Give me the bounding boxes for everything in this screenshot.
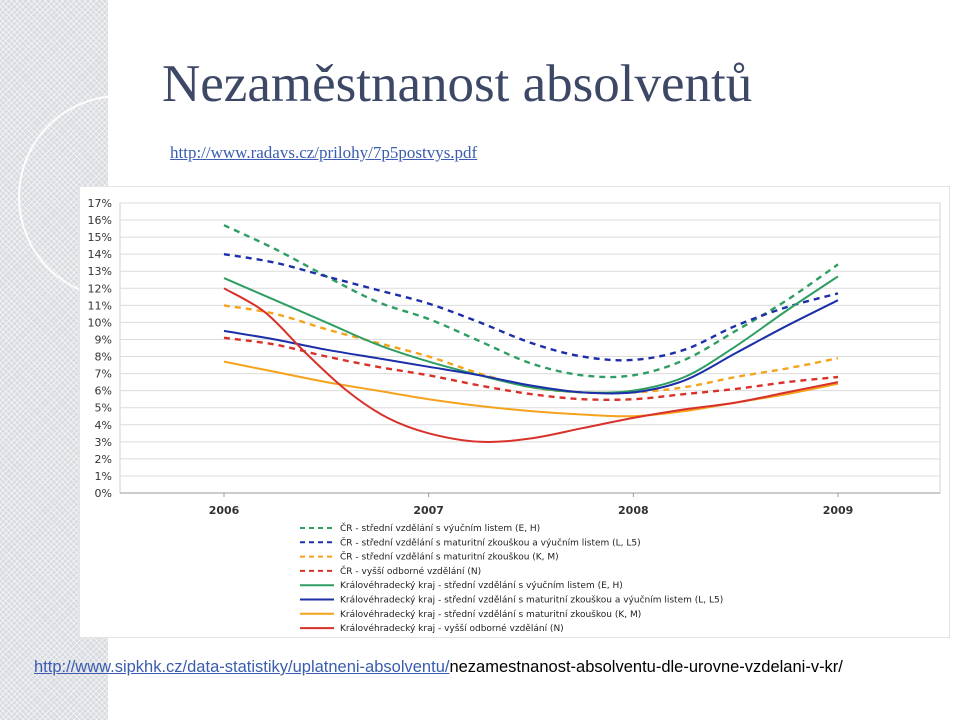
- y-tick-label: 14%: [88, 248, 112, 261]
- x-tick-label: 2009: [823, 504, 854, 517]
- legend-label-7: Královéhradecký kraj - střední vzdělání …: [340, 609, 641, 620]
- footer-text: nezamestnanost-absolventu-dle-urovne-vzd…: [449, 658, 843, 676]
- footer-source: http://www.sipkhk.cz/data-statistiky/upl…: [34, 658, 956, 677]
- series-line-4: [223, 336, 839, 401]
- legend-label-2: ČR - střední vzdělání s maturitní zkoušk…: [340, 536, 641, 548]
- legend-label-6: Královéhradecký kraj - střední vzdělání …: [340, 595, 723, 606]
- legend-label-8: Královéhradecký kraj - vyšší odborné vzd…: [340, 623, 564, 634]
- series-line-2: [223, 253, 839, 362]
- y-tick-label: 0%: [95, 487, 112, 500]
- y-tick-label: 5%: [95, 402, 112, 415]
- legend-label-5: Královéhradecký kraj - střední vzdělání …: [340, 580, 623, 591]
- y-tick-label: 7%: [95, 368, 112, 381]
- y-tick-label: 10%: [88, 316, 112, 329]
- y-tick-label: 16%: [88, 214, 112, 227]
- chart-svg: 0% 1% 2% 3% 4% 5% 6% 7% 8% 9% 10% 11% 12% 13% 14% 15% 16…: [88, 197, 941, 634]
- legend-label-4: ČR - vyšší odborné vzdělání (N): [340, 565, 481, 577]
- y-tick-label: 4%: [95, 419, 112, 432]
- plot-area: [119, 202, 941, 494]
- y-tick-label: 1%: [95, 470, 112, 483]
- y-tick-label: 2%: [95, 453, 112, 466]
- y-tick-label: 11%: [88, 299, 112, 312]
- y-tick-label: 15%: [88, 231, 112, 244]
- legend-label-3: ČR - střední vzdělání s maturitní zkoušk…: [340, 551, 559, 563]
- y-tick-label: 6%: [95, 385, 112, 398]
- y-tick-label: 8%: [95, 351, 112, 364]
- legend-label-1: ČR - střední vzdělání s výučním listem (…: [340, 522, 540, 534]
- source-link-top[interactable]: http://www.radavs.cz/prilohy/7p5postvys.…: [170, 143, 478, 162]
- x-tick-label: 2008: [618, 504, 649, 517]
- slide-title: Nezaměstnanost absolventů: [162, 55, 753, 113]
- footer-link[interactable]: http://www.sipkhk.cz/data-statistiky/upl…: [34, 658, 450, 676]
- y-tick-label: 12%: [88, 282, 112, 295]
- series-line-5: [223, 275, 839, 394]
- x-tick-label: 2006: [209, 504, 240, 517]
- series-line-8: [223, 287, 839, 444]
- y-tick-label: 9%: [95, 333, 112, 346]
- x-tick-label: 2007: [413, 504, 444, 517]
- line-chart: 0% 1% 2% 3% 4% 5% 6% 7% 8% 9% 10% 11% 12% 13% 14% 15% 16…: [79, 186, 950, 638]
- y-tick-label: 13%: [88, 265, 112, 278]
- y-tick-label: 3%: [95, 436, 112, 449]
- y-tick-label: 17%: [88, 197, 112, 210]
- series-line-6: [223, 299, 839, 395]
